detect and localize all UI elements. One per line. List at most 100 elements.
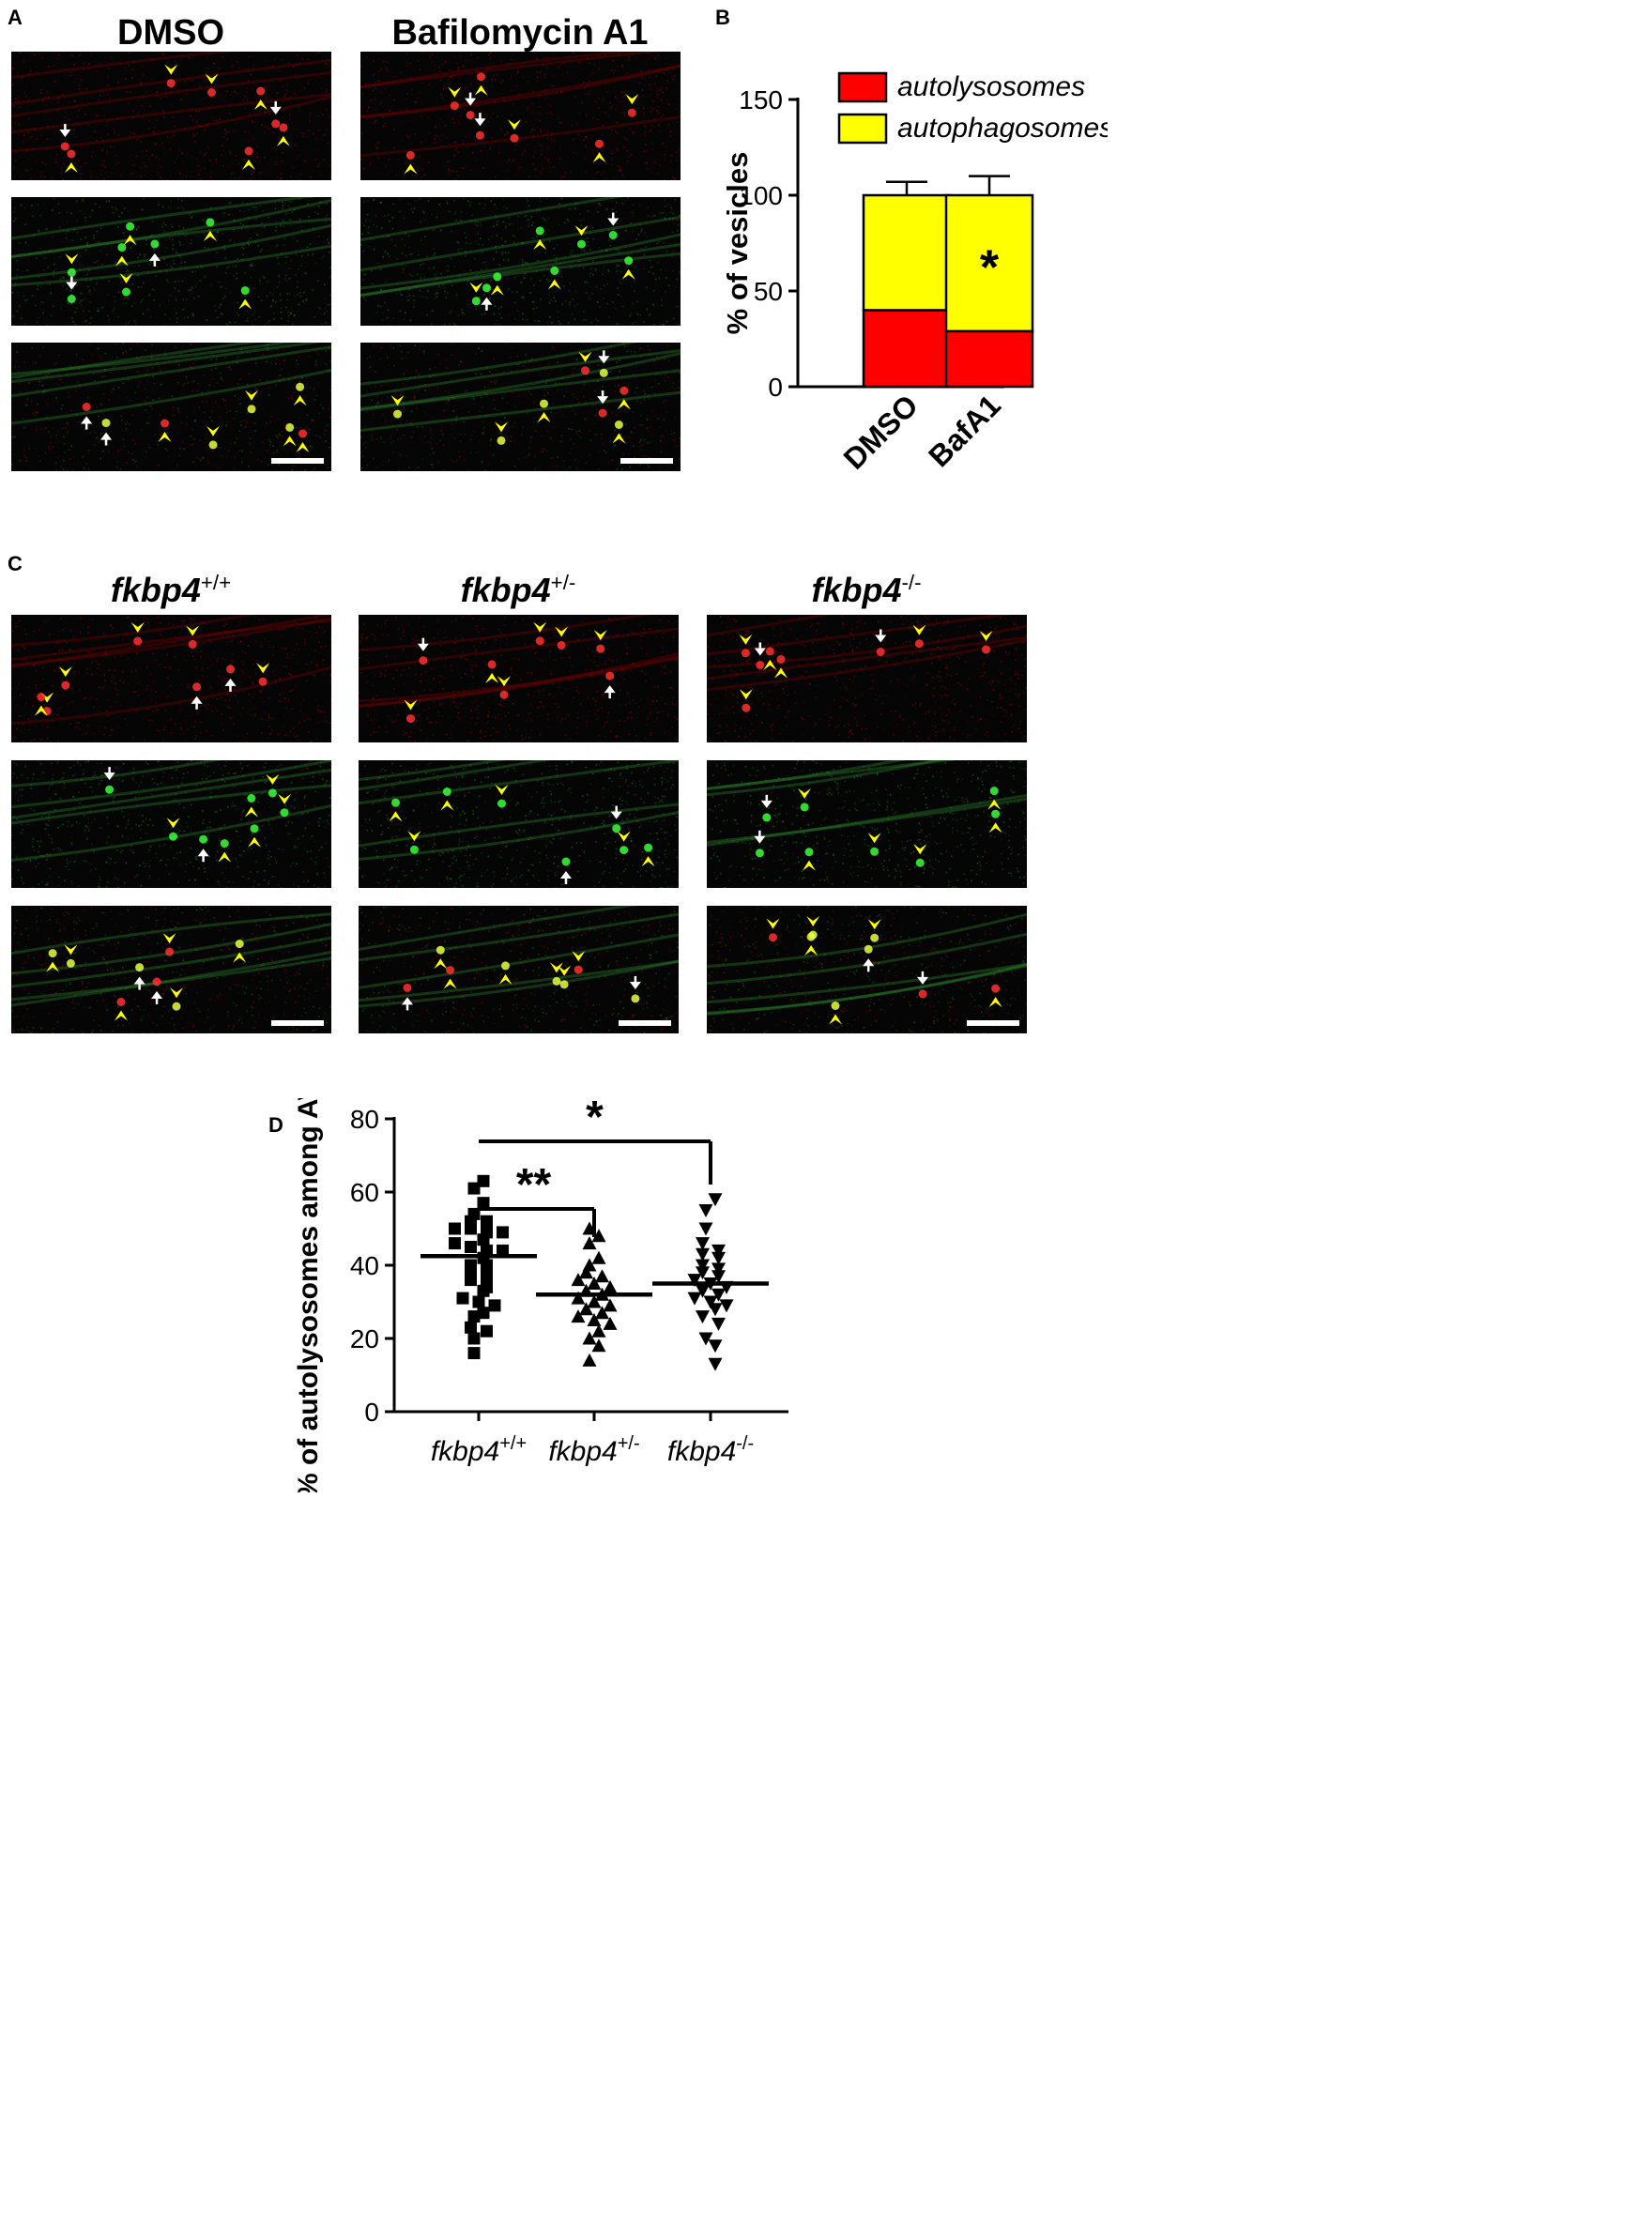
data-point	[579, 1302, 593, 1316]
data-point	[698, 1222, 713, 1236]
data-point	[591, 1338, 606, 1353]
data-point	[591, 1229, 606, 1243]
x-tick-label-dmso: DMSO	[837, 388, 925, 475]
x-tick-label-bafa1: BafA1	[922, 388, 1007, 473]
data-point	[603, 1298, 618, 1312]
panel-c-title-het: fkbp4+/-	[460, 571, 576, 609]
data-point	[698, 1332, 713, 1346]
scale-bar	[967, 1020, 1019, 1026]
data-point	[696, 1237, 710, 1251]
data-point	[477, 1284, 490, 1297]
scatter-dot-plot: 0 20 40 60 80 % of autolysosomes among AVs fkb…	[293, 1098, 788, 1492]
y-axis-label: % of vesicles	[721, 152, 754, 335]
data-point	[477, 1197, 490, 1210]
legend-label-autolysosomes: autolysosomes	[897, 71, 1085, 102]
panel-d-letter: D	[268, 1113, 283, 1137]
data-point	[595, 1306, 609, 1320]
scale-bar	[619, 1020, 671, 1026]
micrograph-wt-red	[11, 615, 331, 742]
micrograph-dmso-red	[11, 52, 331, 180]
data-point	[449, 1222, 461, 1235]
data-point	[603, 1316, 618, 1330]
data-point	[481, 1215, 493, 1228]
data-point	[467, 1310, 481, 1323]
micrograph-wt-green	[11, 760, 331, 888]
data-point	[465, 1274, 477, 1287]
data-point	[703, 1295, 718, 1309]
data-point	[449, 1237, 461, 1250]
y-tick-label: 40	[350, 1251, 379, 1280]
data-point	[472, 1295, 485, 1308]
panel-a-title-bafilomycin: Bafilomycin A1	[391, 13, 649, 53]
x-tick-label-2: fkbp4-/-	[667, 1433, 754, 1467]
scale-bar	[271, 458, 324, 464]
panel-a-title-dmso: DMSO	[117, 13, 224, 53]
panel-c-title-wt: fkbp4+/+	[110, 571, 232, 609]
y-tick-label: 0	[768, 373, 783, 402]
significance-stars: **	[516, 1160, 552, 1210]
bar-bafa1-autolysosomes	[944, 329, 1034, 389]
data-point	[591, 1323, 606, 1338]
data-point	[477, 1233, 490, 1246]
y-tick-label: 80	[350, 1105, 379, 1134]
data-point	[465, 1241, 477, 1253]
data-point	[687, 1274, 702, 1288]
micrograph-bafa1-merge	[360, 343, 681, 471]
y-tick-label: 100	[739, 181, 783, 210]
data-point	[719, 1299, 734, 1313]
panel-b-letter: B	[715, 6, 730, 29]
micrograph-ko-red	[707, 615, 1027, 742]
data-point	[708, 1357, 723, 1371]
data-point	[711, 1317, 726, 1331]
data-point	[477, 1174, 490, 1187]
data-point	[587, 1313, 602, 1326]
y-tick-label: 20	[350, 1324, 379, 1353]
data-point	[488, 1299, 501, 1312]
data-point	[696, 1247, 710, 1261]
micrograph-ko-merge	[707, 906, 1027, 1033]
data-point	[497, 1226, 509, 1239]
significance-stars: *	[586, 1098, 604, 1142]
bar-bafa1-autophagosomes	[944, 193, 1034, 333]
data-point	[571, 1273, 586, 1287]
data-point	[708, 1339, 723, 1353]
micrograph-bafa1-green	[360, 197, 681, 326]
data-point	[687, 1292, 702, 1306]
data-point	[571, 1309, 586, 1323]
micrograph-het-merge	[359, 906, 679, 1033]
y-tick-label: 150	[739, 85, 783, 115]
micrograph-wt-merge	[11, 906, 331, 1033]
data-point	[481, 1324, 493, 1338]
micrograph-het-green	[359, 760, 679, 888]
data-point	[582, 1331, 597, 1345]
panel-a-letter: A	[8, 6, 23, 29]
x-tick-label-1: fkbp4+/-	[548, 1433, 639, 1467]
data-point	[696, 1266, 710, 1280]
legend-swatch-autolysosomes	[837, 71, 888, 103]
data-point	[603, 1279, 618, 1293]
micrograph-bafa1-red	[360, 52, 681, 180]
data-point	[481, 1270, 493, 1283]
data-point	[711, 1251, 726, 1265]
data-point	[711, 1244, 726, 1258]
data-point	[467, 1347, 481, 1360]
y-axis-label: % of autolysosomes among AVs	[293, 1098, 324, 1492]
x-tick-label-0: fkbp4+/+	[431, 1433, 527, 1467]
data-point	[582, 1353, 597, 1367]
significance-star: *	[980, 240, 1000, 295]
micrograph-ko-green	[707, 760, 1027, 888]
data-point	[465, 1222, 477, 1235]
data-point	[481, 1259, 493, 1272]
panel-c-letter: C	[8, 552, 23, 575]
data-point	[708, 1193, 723, 1207]
data-point	[696, 1259, 710, 1273]
data-point	[579, 1265, 593, 1279]
data-point	[587, 1277, 602, 1290]
data-point	[595, 1269, 609, 1283]
data-point	[708, 1303, 723, 1317]
data-point	[467, 1182, 481, 1195]
panel-c-title-ko: fkbp4-/-	[811, 571, 922, 609]
data-point	[711, 1262, 726, 1277]
data-point	[571, 1291, 586, 1305]
